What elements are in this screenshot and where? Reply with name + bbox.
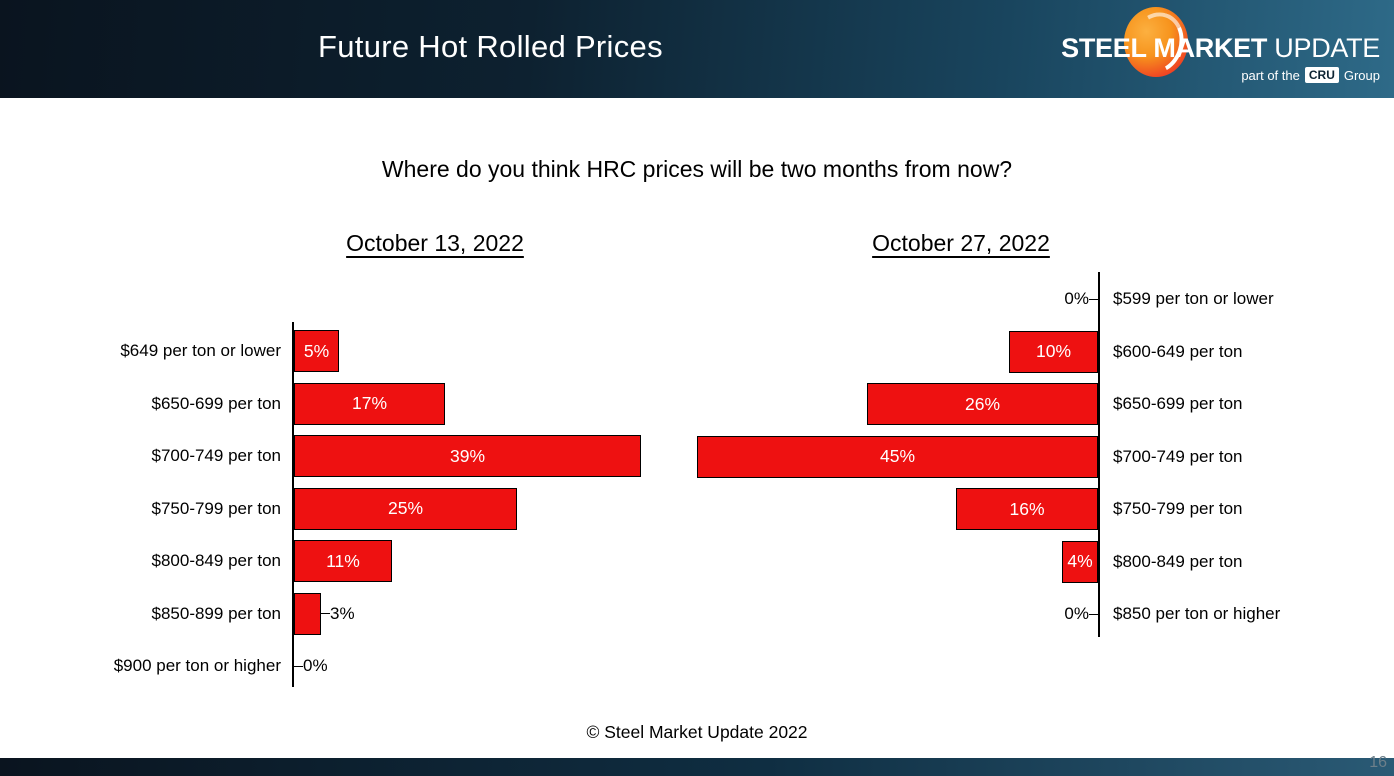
category-label: $800-849 per ton (1113, 551, 1243, 571)
value-label: 10% (1035, 341, 1072, 361)
tick-line (321, 613, 330, 614)
value-text: 0% (1064, 289, 1089, 308)
value-label: 17% (351, 393, 388, 413)
smu-logo-swoosh-icon (1124, 7, 1188, 77)
value-label: 16% (1009, 498, 1045, 519)
chart-title-oct-13: October 13, 2022 (346, 230, 524, 256)
tick-line (1089, 298, 1098, 300)
tagline-prefix: part of the (1241, 67, 1300, 83)
logo-brand-bold: STEEL MARKET (1061, 33, 1268, 63)
tick-line (1089, 613, 1098, 615)
value-label: 26% (964, 393, 1001, 414)
bar: 10% (1009, 330, 1098, 373)
value-label: 25% (387, 498, 424, 518)
chart-title-oct-27: October 27, 2022 (872, 230, 1050, 256)
value-text: 0% (1064, 604, 1089, 623)
question-title: Where do you think HRC prices will be tw… (381, 156, 1013, 182)
value-label: 39% (449, 445, 486, 466)
oct13-axis-line (292, 322, 294, 687)
bar: 5% (294, 330, 339, 372)
category-label: $650-699 per ton (151, 393, 282, 413)
bar: 4% (1062, 540, 1098, 583)
smu-logo-wordmark: STEEL MARKET UPDATE (1061, 33, 1380, 64)
smu-logo: STEEL MARKET UPDATE part of the CRU Grou… (1054, 0, 1394, 98)
chart-oct-13-plot: $649 per ton or lower 5% $650-699 per ton 1… (0, 322, 697, 695)
category-label: $900 per ton or higher (113, 656, 281, 675)
tick-line (294, 665, 303, 667)
chart-oct-27-plot: $599 per ton or lower 0% $600-649 per ton 1… (697, 272, 1394, 643)
oct27-axis-line (1098, 272, 1100, 637)
category-label: $750-799 per ton (1113, 499, 1243, 518)
value-label: 45% (879, 446, 916, 466)
category-label: $649 per ton or lower (120, 341, 281, 360)
bar: 17% (294, 382, 445, 425)
bottom-bar: 16 (0, 754, 1394, 776)
cru-badge: CRU (1304, 67, 1339, 83)
value-label-outside: 3% (321, 593, 355, 635)
tagline-suffix: Group (1343, 67, 1380, 83)
category-label: $800-849 per ton (151, 551, 282, 570)
value-label-outside: 0% (1064, 278, 1098, 320)
value-label: 4% (1067, 551, 1093, 571)
logo-brand-light: UPDATE (1274, 33, 1380, 63)
category-label: $650-699 per ton (1113, 394, 1243, 413)
bar: 39% (294, 435, 641, 477)
value-text: 3% (330, 603, 355, 623)
bar (294, 592, 321, 635)
slide-title: Future Hot Rolled Prices (318, 29, 663, 64)
bar: 16% (956, 488, 1098, 530)
category-label: $700-749 per ton (1113, 446, 1243, 466)
category-label: $600-649 per ton (1113, 341, 1243, 361)
page-number: 16 (1369, 754, 1387, 771)
value-label-outside: 0% (1064, 593, 1098, 635)
category-label: $700-749 per ton (151, 446, 282, 465)
value-text: 0% (303, 656, 328, 675)
bar: 26% (867, 383, 1098, 425)
value-label: 5% (303, 340, 330, 361)
bar: 11% (294, 540, 392, 582)
smu-logo-tagline: part of the CRU Group (1241, 67, 1380, 83)
value-label-outside: 0% (294, 645, 328, 687)
category-label: $850 per ton or higher (1113, 604, 1281, 623)
footer-copyright: © Steel Market Update 2022 (586, 722, 808, 742)
category-label: $850-899 per ton (151, 603, 282, 623)
bar: 45% (697, 435, 1098, 478)
value-label: 11% (326, 550, 360, 571)
bar: 25% (294, 487, 517, 530)
header-bar: Future Hot Rolled Prices STEEL MARKET UP… (0, 0, 1394, 98)
category-label: $750-799 per ton (151, 498, 282, 518)
category-label: $599 per ton or lower (1113, 289, 1274, 308)
